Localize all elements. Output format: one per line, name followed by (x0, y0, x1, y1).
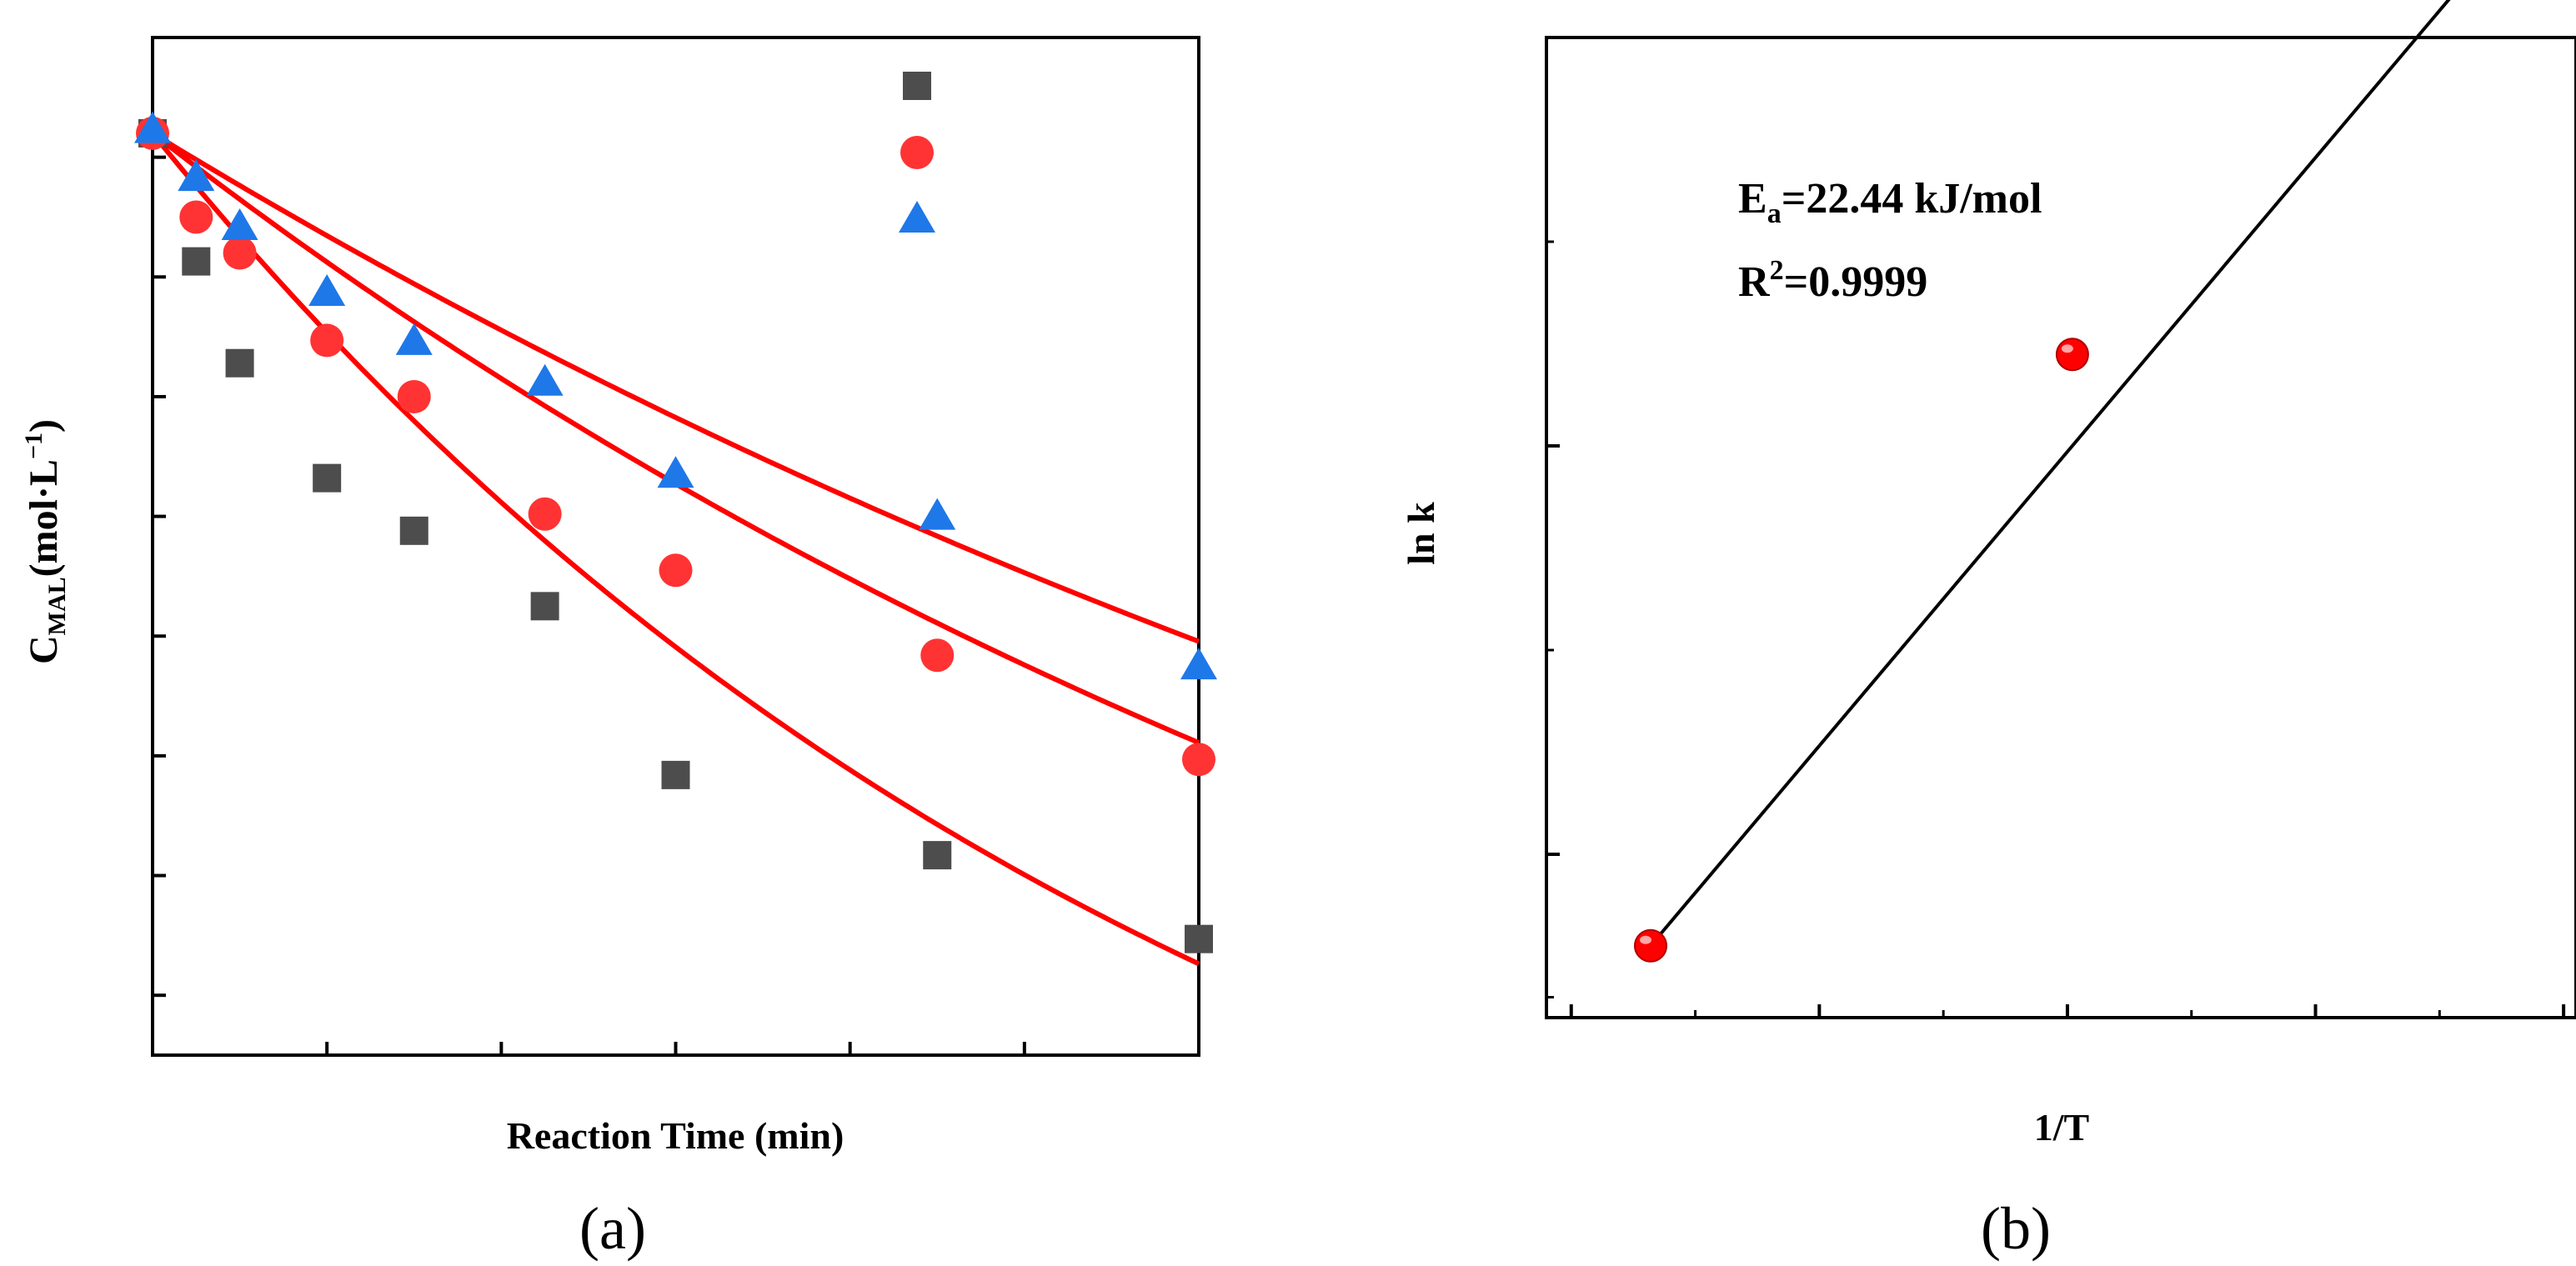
fit-curve-35315 (150, 132, 1200, 967)
ea-sub: a (1767, 198, 1782, 229)
r2-sup: 2 (1770, 255, 1784, 286)
y-label-unit: (mol·L (22, 459, 66, 577)
x-axis-label-b: 1/T (2034, 1106, 2089, 1148)
legend-marker-31315 (899, 201, 935, 233)
data-point-31315 (134, 111, 171, 143)
data-point-33315 (1182, 743, 1215, 777)
data-point-35315 (661, 760, 690, 789)
data-point-35315 (182, 247, 211, 276)
data-point-33315 (528, 497, 562, 531)
data-point-33315 (397, 379, 431, 413)
y-axis-label-a: CMAL(mol·L−1) (20, 419, 71, 664)
data-points-b (1633, 338, 2089, 963)
data-point-33315 (310, 323, 344, 358)
r-squared-annotation: R2=0.9999 (1738, 255, 1927, 306)
y-label-main: C (22, 635, 66, 664)
plot-frame-b (1545, 36, 2576, 1019)
data-point-35315 (1185, 924, 1213, 953)
data-point-31315 (1180, 648, 1217, 680)
ticks-b (1546, 36, 2566, 1018)
ticks-a (151, 36, 1200, 1055)
y-axis-label-b: ln k (1400, 502, 1442, 565)
plot-frame-a (151, 36, 1200, 1057)
activation-energy-annotation: Ea=22.44 kJ/mol (1738, 175, 2042, 229)
y-label-sup: −1 (20, 433, 48, 459)
panel-b: 1/T ln k Ea=22.44 kJ/mol R2=0.9999 (b) (1400, 0, 2576, 1262)
ln-k-point-highlight (1639, 935, 1651, 944)
ea-main: E (1738, 175, 1767, 223)
data-point-31315 (526, 363, 564, 396)
r2-value: =0.9999 (1784, 258, 1928, 306)
fit-curves-a (150, 131, 1200, 967)
data-point-33315 (659, 553, 693, 588)
data-point-35315 (399, 516, 428, 545)
data-point-31315 (395, 323, 433, 355)
panel-a: Reaction Time (min) CMAL(mol·L−1) (a) (20, 36, 1217, 1262)
panel-label-a: (a) (579, 1195, 646, 1262)
data-point-35315 (225, 348, 254, 378)
r2-main: R (1738, 258, 1771, 306)
data-point-33315 (920, 638, 955, 673)
fit-line-b (1649, 0, 2451, 948)
data-point-35315 (923, 841, 952, 870)
data-point-35315 (530, 592, 559, 621)
data-point-31315 (308, 273, 346, 306)
arrhenius-fit-line (1649, 0, 2451, 948)
data-points-a (134, 111, 1217, 953)
data-point-35315 (313, 463, 342, 493)
panel-label-b: (b) (1981, 1195, 2051, 1262)
data-point-31315 (919, 498, 956, 530)
ea-value: =22.44 kJ/mol (1782, 175, 2042, 223)
legend-marker-33315 (900, 136, 934, 169)
y-label-sub: MAL (43, 577, 71, 635)
fit-curve-31315 (151, 131, 1200, 644)
data-point-31315 (657, 456, 694, 488)
ln-k-point-highlight (2061, 344, 2073, 353)
ln-k-point (2055, 338, 2089, 372)
legend-a (899, 72, 935, 233)
ln-k-point (1633, 928, 1667, 963)
data-point-31315 (221, 208, 258, 240)
x-axis-label-a: Reaction Time (min) (507, 1114, 844, 1157)
legend-marker-35315 (903, 72, 931, 100)
data-point-33315 (223, 236, 257, 270)
data-point-31315 (178, 159, 215, 192)
y-label-close: ) (22, 419, 66, 433)
data-point-33315 (179, 200, 213, 234)
